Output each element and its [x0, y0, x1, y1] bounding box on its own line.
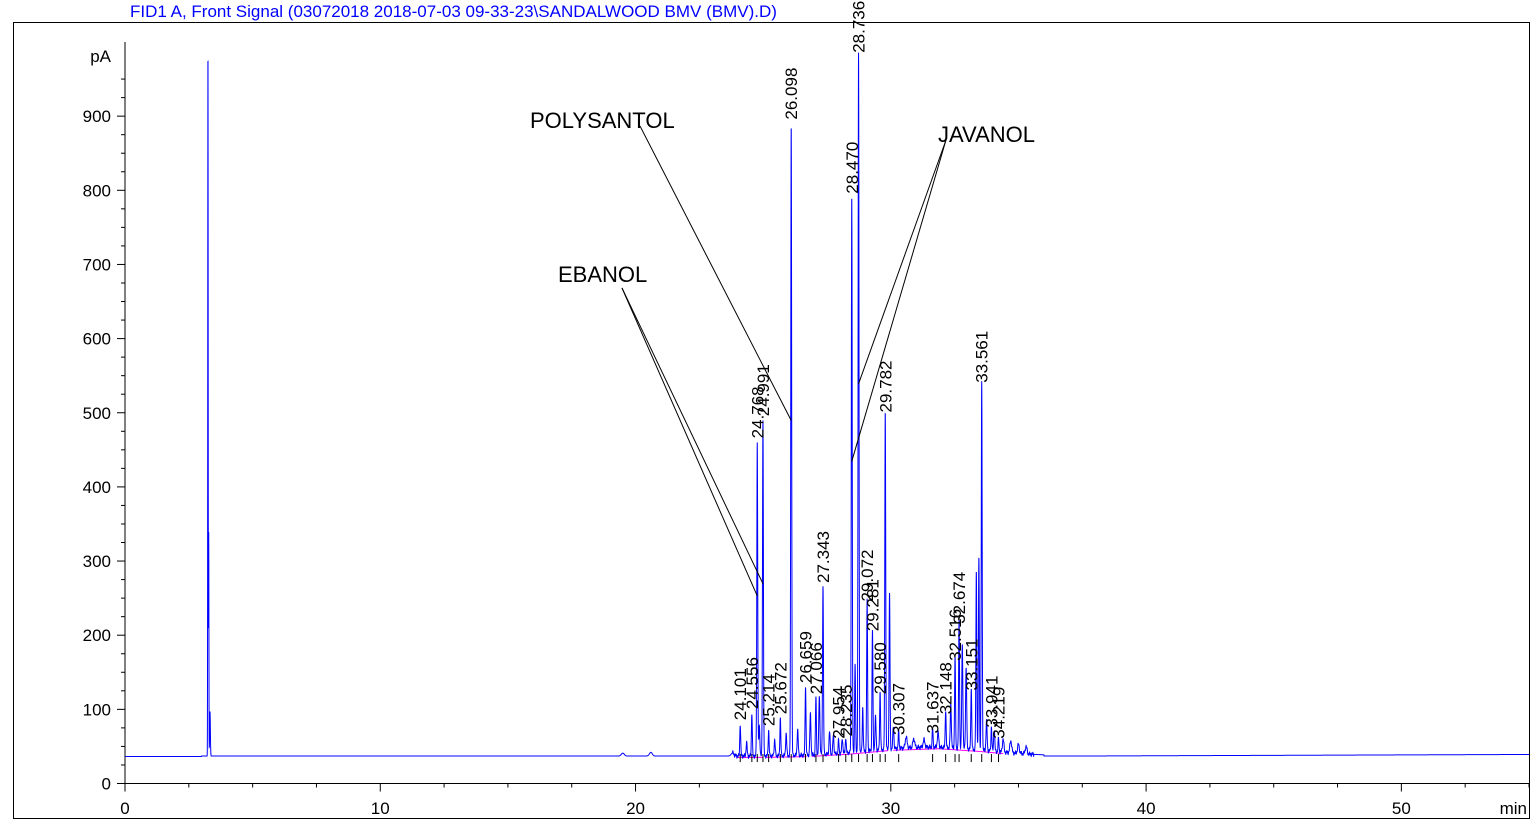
y-tick-label: 500 [83, 404, 111, 423]
peak-label: 31.637 [924, 682, 943, 734]
x-tick-label: 40 [1137, 799, 1156, 818]
peak-label: 28.470 [843, 142, 862, 194]
peak-label: 30.307 [890, 683, 909, 735]
peak-label: 32.148 [937, 662, 956, 714]
peak-label: 29.782 [876, 361, 895, 413]
annotation-leader-line [621, 287, 758, 597]
chart-title: FID1 A, Front Signal (03072018 2018-07-0… [130, 2, 777, 21]
x-axis-label: min [1500, 799, 1527, 818]
y-tick-label: 600 [83, 330, 111, 349]
signal-trace-group [125, 52, 1529, 760]
peak-label: 27.066 [807, 642, 826, 694]
annotation-leader-line [858, 139, 947, 385]
peak-label: 27.343 [814, 531, 833, 583]
compound-label: JAVANOL [938, 122, 1035, 147]
annotation-leader-line [639, 125, 792, 421]
x-tick-label: 10 [371, 799, 390, 818]
peak-label: 33.941 [982, 676, 1001, 728]
y-tick-label: 100 [83, 700, 111, 719]
peak-label: 24.556 [743, 657, 762, 709]
peak-label: 28.736 [850, 1, 869, 53]
y-tick-label: 800 [83, 181, 111, 200]
peak-label: 33.151 [962, 639, 981, 691]
peak-label: 28.235 [837, 685, 856, 737]
signal-trace [125, 52, 1529, 760]
peak-label: 24.991 [754, 364, 773, 416]
y-tick-label: 900 [83, 107, 111, 126]
axes: 0 100 200 300 400 500 600 700 800 900 pA 0 10 20 30 40 5… [83, 42, 1530, 818]
peak-label: 33.561 [973, 331, 992, 383]
integration-baseline [811, 753, 851, 757]
peak-label: 32.516 [946, 609, 965, 661]
x-tick-label: 30 [881, 799, 900, 818]
y-tick-label: 400 [83, 478, 111, 497]
y-tick-label: 300 [83, 552, 111, 571]
peak-label: 26.659 [797, 631, 816, 683]
plot-frame-border [13, 22, 1530, 819]
x-tick-label: 20 [626, 799, 645, 818]
peak-label: 34.219 [990, 687, 1009, 739]
peak-label: 29.072 [858, 550, 877, 602]
peak-label: 27.954 [830, 687, 849, 739]
peak-label: 25.672 [771, 662, 790, 714]
peak-label: 24.768 [748, 386, 767, 438]
y-tick-label: 200 [83, 626, 111, 645]
peak-label: 32.674 [950, 572, 969, 624]
compound-label: POLYSANTOL [530, 108, 675, 133]
peak-label: 29.281 [864, 579, 883, 631]
x-tick-label: 0 [120, 799, 129, 818]
plot-frame [13, 22, 1530, 819]
peak-label: 25.214 [760, 674, 779, 726]
y-tick-label: 700 [83, 255, 111, 274]
x-tick-label: 50 [1392, 799, 1411, 818]
compound-annotations: POLYSANTOL JAVANOL EBANOL [530, 108, 1035, 597]
peak-label: 24.101 [731, 668, 750, 720]
y-tick-label: 0 [102, 775, 111, 794]
compound-label: EBANOL [558, 262, 647, 287]
peak-label: 29.580 [871, 642, 890, 694]
peak-label: 26.098 [782, 68, 801, 120]
y-axis-label: pA [90, 47, 111, 66]
annotation-leader-line [621, 287, 764, 584]
annotation-leader-line [851, 139, 947, 462]
